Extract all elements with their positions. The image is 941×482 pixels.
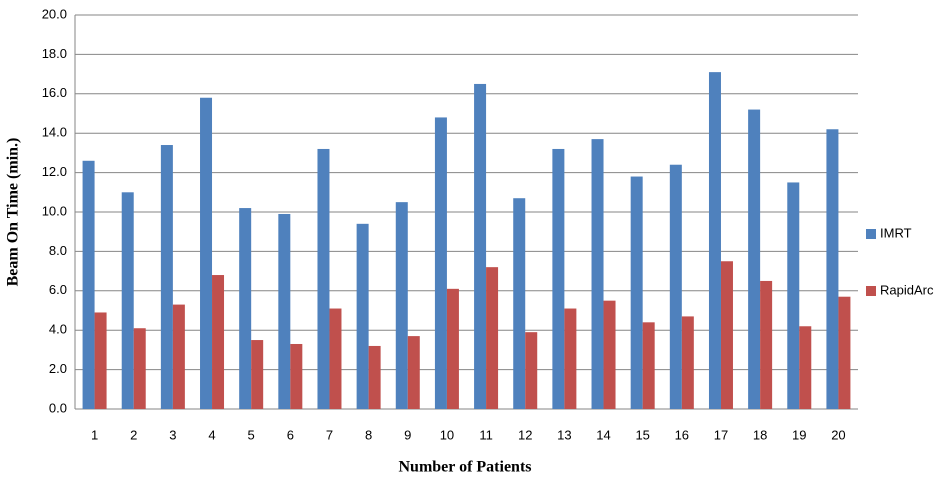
- x-tick-label: 4: [208, 427, 215, 442]
- x-tick-label: 14: [596, 427, 610, 442]
- y-tick-label: 20.0: [42, 6, 67, 21]
- bar: [94, 312, 107, 409]
- bar: [239, 208, 252, 409]
- bar: [278, 213, 291, 409]
- bar: [748, 109, 761, 409]
- bar: [395, 202, 408, 409]
- y-tick-label: 12.0: [42, 164, 67, 179]
- bar: [486, 267, 499, 409]
- x-axis-title: Number of Patients: [398, 459, 531, 476]
- bar: [513, 198, 526, 409]
- bar: [446, 288, 459, 409]
- y-tick-label: 6.0: [49, 282, 67, 297]
- x-tick-label: 13: [557, 427, 571, 442]
- bar: [760, 280, 773, 409]
- bar: [720, 261, 733, 409]
- y-tick-label: 10.0: [42, 203, 67, 218]
- bar: [172, 304, 185, 409]
- y-axis-title: Beam On Time (min.): [5, 138, 22, 287]
- bar: [407, 336, 420, 409]
- legend-swatch: [866, 229, 876, 239]
- x-tick-label: 11: [479, 427, 493, 442]
- x-tick-label: 1: [91, 427, 98, 442]
- x-tick-label: 9: [404, 427, 411, 442]
- bar: [474, 83, 487, 409]
- bar: [133, 328, 146, 409]
- bar: [799, 326, 812, 409]
- y-tick-label: 2.0: [49, 361, 67, 376]
- bar: [82, 160, 95, 409]
- legend-label: RapidArc: [880, 282, 934, 297]
- x-tick-label: 5: [248, 427, 255, 442]
- y-tick-label: 18.0: [42, 46, 67, 61]
- bar: [630, 176, 643, 409]
- bar: [564, 308, 577, 409]
- x-tick-label: 17: [714, 427, 728, 442]
- y-tick-label: 8.0: [49, 243, 67, 258]
- bar: [525, 332, 538, 409]
- bar: [669, 164, 682, 409]
- legend-swatch: [866, 286, 876, 296]
- bar: [681, 316, 694, 409]
- x-tick-label: 19: [792, 427, 806, 442]
- bar: [329, 308, 342, 409]
- bar: [434, 117, 447, 409]
- x-tick-label: 15: [635, 427, 649, 442]
- bar: [200, 97, 213, 410]
- bar: [317, 148, 330, 409]
- y-tick-label: 16.0: [42, 85, 67, 100]
- bar: [787, 182, 800, 409]
- bar: [121, 192, 134, 409]
- y-tick-label: 4.0: [49, 322, 67, 337]
- bar: [552, 148, 565, 409]
- bar: [290, 343, 303, 409]
- bar: [708, 72, 721, 409]
- x-tick-label: 8: [365, 427, 372, 442]
- x-tick-label: 7: [326, 427, 333, 442]
- x-tick-label: 18: [753, 427, 767, 442]
- bar: [356, 223, 369, 409]
- bar: [642, 322, 655, 409]
- x-tick-label: 10: [440, 427, 454, 442]
- y-tick-label: 0.0: [49, 400, 67, 415]
- bar: [603, 300, 616, 409]
- bar: [591, 139, 604, 410]
- x-tick-label: 16: [675, 427, 689, 442]
- x-tick-label: 3: [169, 427, 176, 442]
- y-tick-label: 14.0: [42, 125, 67, 140]
- x-tick-label: 20: [831, 427, 845, 442]
- bar: [160, 145, 173, 409]
- x-tick-label: 2: [130, 427, 137, 442]
- bar: [251, 340, 264, 409]
- x-tick-label: 6: [287, 427, 294, 442]
- legend-label: IMRT: [880, 225, 912, 240]
- x-tick-label: 12: [518, 427, 532, 442]
- bar: [838, 296, 851, 409]
- bar: [368, 345, 381, 409]
- bar: [212, 275, 225, 409]
- bar: [826, 129, 839, 409]
